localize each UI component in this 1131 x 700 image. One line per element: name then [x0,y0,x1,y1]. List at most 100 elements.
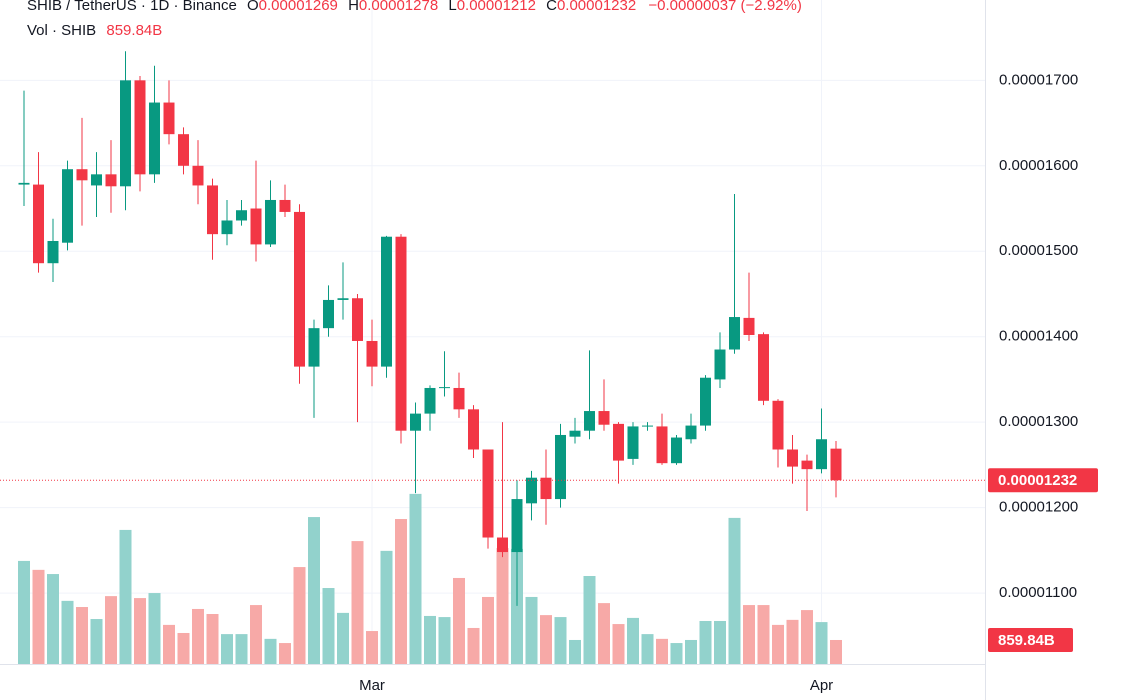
volume-bar [18,560,30,664]
candle-body [424,387,436,414]
candle-body [47,240,59,264]
candle-body [120,80,131,187]
candle-body [91,174,102,186]
ohlc-value: 0.00001269 [259,0,338,14]
candle-body [569,430,581,437]
volume-bar [467,627,480,664]
y-tick-label: 0.00001200 [999,499,1078,516]
volume-bar [279,643,291,664]
volume-bar [32,569,45,664]
candle-body [265,199,276,245]
candle-body [149,102,160,175]
candle-body [468,409,479,450]
x-tick-label: Mar [359,677,385,694]
volume-bar [583,576,596,664]
candle-body [729,317,740,350]
candle-body [772,400,784,450]
candle-body [787,449,798,467]
candle-body [540,477,552,500]
volume-bar [554,617,567,664]
volume-bar [105,596,117,664]
volume-bar [351,541,364,664]
volume-legend: Vol · SHIB 859.84B [27,22,162,39]
volume-bar [569,639,581,664]
candle-body [656,426,668,464]
volume-bar [612,624,625,664]
volume-tag-label: 859.84B [998,632,1055,649]
volume-bar [685,639,697,664]
candle-body [627,426,639,459]
volume-bar [699,620,712,664]
volume-bar [235,634,248,664]
candle-body [178,134,189,166]
volume-bar [424,615,436,664]
candle-body [743,317,755,335]
volume-bar [743,605,755,664]
candle-body [279,199,291,212]
candle-body [758,334,769,401]
candle-body [33,184,44,264]
candle-body [526,477,537,504]
candle-body [236,210,247,221]
volume-value: 859.84B [106,22,162,39]
volume-bar [206,613,219,664]
candle-body [598,411,610,425]
volume-pane [18,493,842,664]
y-tick-label: 0.00001600 [999,157,1078,174]
candles [18,51,842,606]
volume-bar [76,607,88,664]
volume-bar [337,612,349,664]
volume-bar [540,615,552,664]
volume-bar [119,529,132,664]
last-price-tag [988,468,1098,493]
volume-bar [598,603,610,664]
ohlc-value: 0.00001232 [557,0,636,14]
volume-bar [250,605,262,664]
ohlc-label: L [448,0,456,14]
last-price-label: 0.00001232 [998,472,1077,489]
volume-bar [61,600,74,664]
candle-body [76,169,88,181]
volume-bar [801,610,813,664]
volume-bar [830,639,842,664]
volume-bar [134,598,146,664]
volume-bar [438,617,451,664]
candle-body [62,169,73,243]
volume-bar [670,643,683,664]
ohlc-label: O [247,0,259,14]
candle-body [497,537,508,553]
candle-body [18,182,30,185]
candle-body [584,411,595,431]
candle-body [221,220,233,235]
candle-body [816,439,827,470]
candle-body [700,377,711,426]
ohlc-label: C [546,0,557,14]
volume-bar [511,548,523,664]
candle-body [555,434,566,500]
candle-body [381,236,392,367]
volume-bar [772,624,784,664]
volume-bar [322,588,335,664]
candle-body [482,449,494,538]
volume-bar [656,638,668,664]
change: −0.00000037 (−2.92%) [648,0,801,14]
candle-body [323,299,334,329]
volume-bar [453,577,465,664]
y-tick-label: 0.00001500 [999,242,1078,259]
candle-body [352,298,363,341]
volume-bar [264,638,277,664]
candle-body [642,425,653,427]
volume-bar [728,517,741,664]
candle-body [714,349,726,380]
y-tick-label: 0.00001300 [999,413,1078,430]
volume-bar [192,608,204,664]
candle-body [250,208,262,245]
candle-body [453,387,465,410]
candle-body [439,387,450,389]
volume-bar [380,550,393,664]
volume-bar [47,574,59,664]
volume-name: Vol · SHIB [27,22,96,39]
volume-bar [482,596,494,664]
